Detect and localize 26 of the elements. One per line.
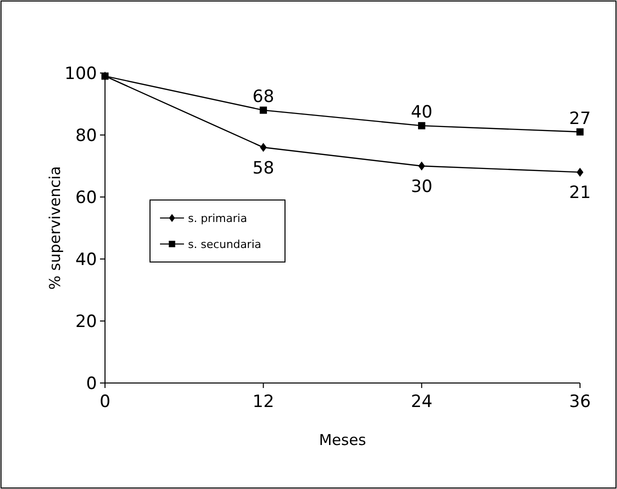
y-tick-label: 100 <box>64 64 97 84</box>
y-tick-label: 80 <box>75 126 97 146</box>
y-tick-label: 40 <box>75 250 97 270</box>
point <box>418 162 426 170</box>
legend-label: s. primaria <box>188 212 248 225</box>
y-tick-label: 0 <box>86 374 97 394</box>
point <box>576 128 584 136</box>
x-tick-label: 12 <box>252 392 274 412</box>
point <box>576 168 584 177</box>
point <box>418 122 426 130</box>
y-axis-title: % supervivencia <box>46 166 64 290</box>
point <box>260 142 267 152</box>
y-tick-label: 60 <box>75 188 97 208</box>
x-axis-title: Meses <box>318 431 366 449</box>
point <box>260 106 267 114</box>
legend-label: s. secundaria <box>188 238 262 251</box>
annotation: 58 <box>252 158 274 178</box>
x-tick-label: 24 <box>410 392 432 412</box>
annotation: 27 <box>569 108 591 129</box>
annotation: 30 <box>410 176 432 197</box>
x-tick-label: 36 <box>569 392 591 412</box>
annotation: 40 <box>410 102 432 123</box>
annotation: 21 <box>569 183 591 204</box>
x-tick-label: 0 <box>100 392 110 412</box>
annotation: 68 <box>252 87 274 108</box>
y-tick-label: 20 <box>75 312 97 332</box>
